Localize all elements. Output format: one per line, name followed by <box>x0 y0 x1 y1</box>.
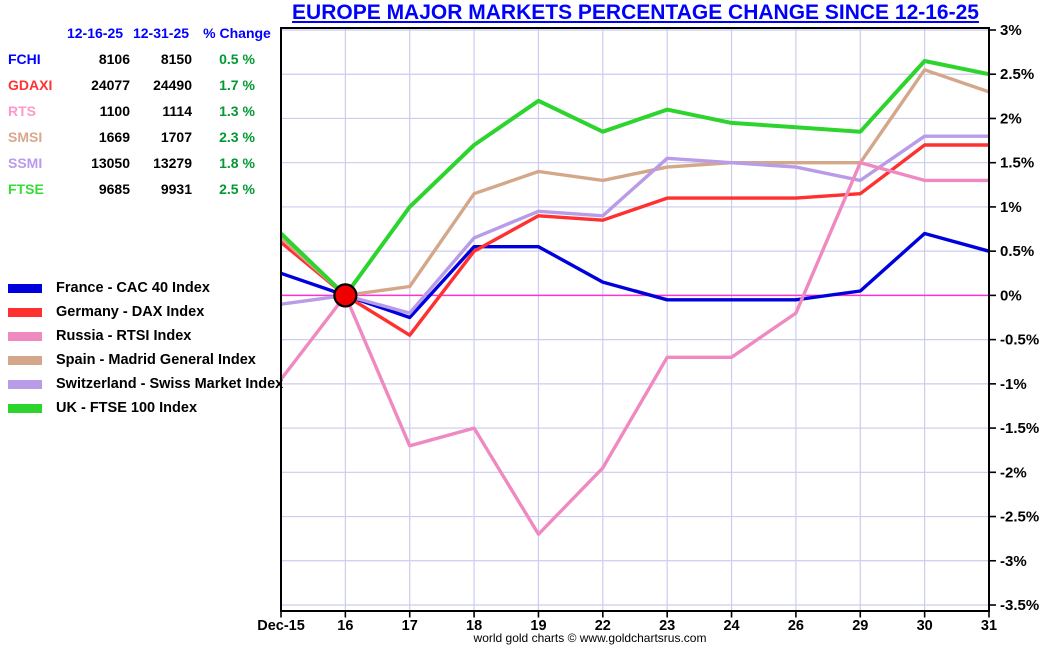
header-pct-change: % Change <box>203 25 271 41</box>
y-tick-label: 0% <box>1000 287 1022 304</box>
footer-credit: world gold charts © www.goldchartsrus.co… <box>473 631 707 645</box>
x-tick-label: 17 <box>402 618 418 634</box>
legend-swatch <box>8 307 42 317</box>
pct-change-value: 1.8 % <box>219 155 255 171</box>
symbol-label: FCHI <box>8 51 41 67</box>
legend-item: France - CAC 40 Index <box>8 276 283 300</box>
series-line-RTS <box>279 160 989 536</box>
header-end-date: 12-31-25 <box>132 25 190 41</box>
x-tick-label: 16 <box>337 618 353 634</box>
chart-title: EUROPE MAJOR MARKETS PERCENTAGE CHANGE S… <box>292 1 979 24</box>
end-value: 9931 <box>160 181 192 197</box>
series-line-GDAXI <box>279 143 989 337</box>
start-value: 8106 <box>98 51 130 67</box>
legend-item: Germany - DAX Index <box>8 300 283 324</box>
legend-swatch <box>8 403 42 413</box>
legend-label: Switzerland - Swiss Market Index <box>56 376 284 392</box>
pct-change-value: 1.7 % <box>219 77 255 93</box>
y-tick-label: 2% <box>1000 110 1022 127</box>
x-tick-label: 31 <box>981 618 997 634</box>
symbol-label: RTS <box>8 103 36 119</box>
series-line-SSMI <box>280 134 989 315</box>
quote-table-header: 12-16-25 12-31-25 % Change <box>0 20 282 46</box>
y-tick-label: -3% <box>1000 553 1027 570</box>
end-value: 24490 <box>153 77 192 93</box>
symbol-label: SMSI <box>8 129 43 145</box>
y-tick-label: -1% <box>1000 376 1027 393</box>
start-value: 1100 <box>99 103 130 119</box>
legend-label: UK - FTSE 100 Index <box>56 400 198 416</box>
table-row: GDAXI 24077 24490 1.7 % <box>0 72 282 98</box>
legend-item: Switzerland - Swiss Market Index <box>8 372 283 396</box>
series-line-FTSE <box>279 59 990 298</box>
symbol-label: FTSE <box>8 181 44 197</box>
start-value: 1669 <box>98 129 130 145</box>
plot-frame <box>280 27 990 612</box>
legend-label: Spain - Madrid General Index <box>56 352 256 368</box>
start-marker <box>333 283 358 308</box>
y-tick-label: 1% <box>1000 199 1022 216</box>
x-tick-label: 30 <box>917 618 933 634</box>
start-value: 9685 <box>98 181 130 197</box>
pct-change-value: 2.5 % <box>219 181 255 197</box>
series-line-FCHI <box>280 231 990 320</box>
legend-item: UK - FTSE 100 Index <box>8 396 283 420</box>
legend: France - CAC 40 Index Germany - DAX Index… <box>8 276 283 420</box>
legend-swatch <box>8 355 42 365</box>
end-value: 1114 <box>162 103 192 119</box>
table-row: SMSI 1669 1707 2.3 % <box>0 124 282 150</box>
quote-table: 12-16-25 12-31-25 % Change FCHI 8106 8150 0… <box>0 20 282 202</box>
table-row: SSMI 13050 13279 1.8 % <box>0 150 282 176</box>
y-tick-label: -2% <box>1000 464 1027 481</box>
quote-table-body: FCHI 8106 8150 0.5 % GDAXI 24077 24490 1.7 % RTS… <box>0 46 282 202</box>
pct-change-value: 2.3 % <box>219 129 255 145</box>
legend-label: France - CAC 40 Index <box>56 280 210 296</box>
y-tick-label: -1.5% <box>1000 420 1039 437</box>
start-value: 13050 <box>91 155 130 171</box>
table-row: FTSE 9685 9931 2.5 % <box>0 176 282 202</box>
y-tick-label: 3% <box>1000 22 1022 39</box>
legend-label: Germany - DAX Index <box>56 304 205 320</box>
x-tick-label: 24 <box>723 618 739 634</box>
table-row: RTS 1100 1114 1.3 % <box>0 98 282 124</box>
x-tick-label: 29 <box>852 618 868 634</box>
x-tick-label: 23 <box>659 618 675 634</box>
legend-swatch <box>8 331 42 341</box>
series-line-SMSI <box>279 68 990 298</box>
end-value: 13279 <box>153 155 192 171</box>
legend-swatch <box>8 283 42 293</box>
y-tick-label: 1.5% <box>1000 155 1034 172</box>
legend-swatch <box>8 379 42 389</box>
y-tick-label: -2.5% <box>1000 509 1039 526</box>
pct-change-value: 0.5 % <box>219 51 255 67</box>
end-value: 8150 <box>160 51 192 67</box>
x-tick-label: 19 <box>530 618 546 634</box>
x-tick-label: 22 <box>595 618 611 634</box>
legend-item: Russia - RTSI Index <box>8 324 283 348</box>
y-tick-label: 0.5% <box>1000 243 1034 260</box>
x-tick-label: 18 <box>466 618 482 634</box>
pct-change-value: 1.3 % <box>219 103 255 119</box>
y-tick-label: 2.5% <box>1000 66 1034 83</box>
y-tick-label: -3.5% <box>1000 597 1039 614</box>
x-tick-label: Dec-15 <box>257 618 305 634</box>
legend-label: Russia - RTSI Index <box>56 328 192 344</box>
y-tick-label: -0.5% <box>1000 332 1039 349</box>
start-value: 24077 <box>91 77 130 93</box>
table-row: FCHI 8106 8150 0.5 % <box>0 46 282 72</box>
legend-item: Spain - Madrid General Index <box>8 348 283 372</box>
header-start-date: 12-16-25 <box>66 25 124 41</box>
x-tick-label: 26 <box>788 618 804 634</box>
symbol-label: GDAXI <box>8 77 53 93</box>
symbol-label: SSMI <box>8 155 43 171</box>
end-value: 1707 <box>160 129 192 145</box>
